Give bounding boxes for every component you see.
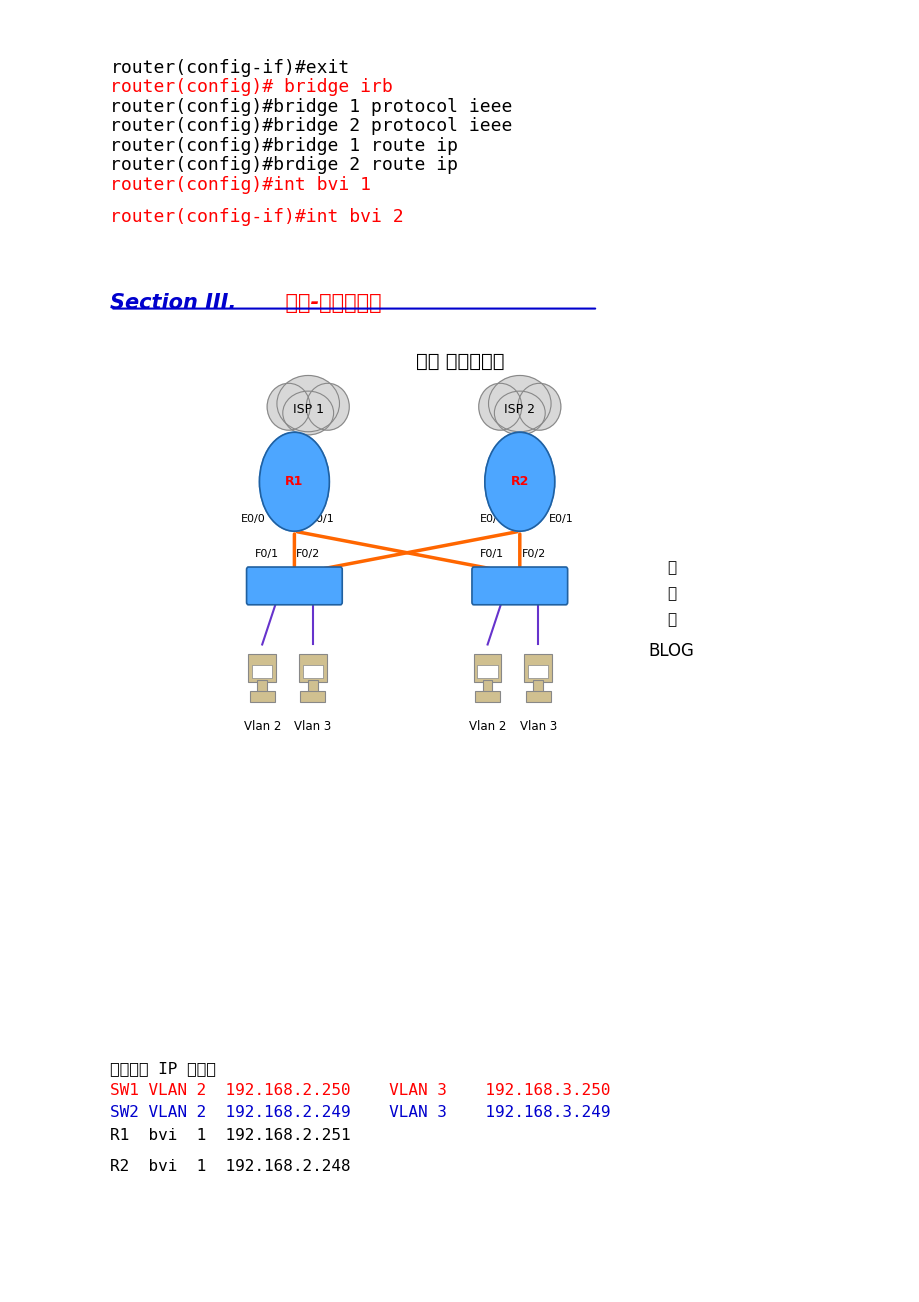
- FancyBboxPatch shape: [471, 566, 567, 604]
- Ellipse shape: [488, 375, 550, 432]
- Text: router(config)#bridge 1 protocol ieee: router(config)#bridge 1 protocol ieee: [110, 98, 512, 116]
- FancyBboxPatch shape: [528, 665, 548, 678]
- Text: R1: R1: [285, 475, 303, 488]
- FancyBboxPatch shape: [257, 680, 267, 693]
- Text: E0/1: E0/1: [549, 514, 573, 525]
- Ellipse shape: [478, 383, 521, 430]
- Text: Vlan 3: Vlan 3: [519, 720, 556, 733]
- Ellipse shape: [494, 391, 545, 435]
- FancyBboxPatch shape: [525, 691, 550, 702]
- FancyBboxPatch shape: [248, 654, 276, 682]
- Text: BLOG: BLOG: [648, 642, 694, 660]
- Text: 夏: 夏: [666, 560, 675, 575]
- Text: router(config)#bridge 2 protocol ieee: router(config)#bridge 2 protocol ieee: [110, 117, 512, 135]
- Text: E0/0: E0/0: [241, 514, 265, 525]
- FancyBboxPatch shape: [300, 691, 325, 702]
- Text: 实验 子接口桥接: 实验 子接口桥接: [415, 352, 504, 371]
- FancyBboxPatch shape: [302, 665, 323, 678]
- Text: ISP 1: ISP 1: [292, 404, 323, 417]
- Text: router(config)#bridge 1 route ip: router(config)#bridge 1 route ip: [110, 137, 458, 155]
- Text: router(config)#brdige 2 route ip: router(config)#brdige 2 route ip: [110, 156, 458, 174]
- Ellipse shape: [277, 375, 339, 432]
- FancyBboxPatch shape: [524, 654, 551, 682]
- Text: Vlan 3: Vlan 3: [294, 720, 331, 733]
- Text: router(config-if)#int bvi 2: router(config-if)#int bvi 2: [110, 208, 403, 227]
- Text: E0/0: E0/0: [480, 514, 504, 525]
- Text: router(config)#int bvi 1: router(config)#int bvi 1: [110, 176, 371, 194]
- Text: Section III.: Section III.: [110, 293, 236, 312]
- FancyBboxPatch shape: [473, 654, 501, 682]
- Text: Vlan 2: Vlan 2: [244, 720, 280, 733]
- Text: SW2 VLAN 2  192.168.2.249    VLAN 3    192.168.3.249: SW2 VLAN 2 192.168.2.249 VLAN 3 192.168.…: [110, 1105, 610, 1121]
- Text: F0/2: F0/2: [296, 549, 320, 560]
- Ellipse shape: [517, 383, 561, 430]
- FancyBboxPatch shape: [246, 566, 342, 604]
- Text: router(config)# bridge irb: router(config)# bridge irb: [110, 78, 392, 96]
- Text: F0/1: F0/1: [255, 549, 278, 560]
- Text: 月: 月: [666, 586, 675, 602]
- FancyBboxPatch shape: [482, 680, 492, 693]
- Text: R2: R2: [510, 475, 528, 488]
- Text: SW1 VLAN 2  192.168.2.250    VLAN 3    192.168.3.250: SW1 VLAN 2 192.168.2.250 VLAN 3 192.168.…: [110, 1083, 610, 1099]
- FancyBboxPatch shape: [533, 680, 542, 693]
- Ellipse shape: [306, 383, 349, 430]
- Text: 实验-子接口桥接: 实验-子接口桥接: [271, 293, 381, 312]
- Text: R1  bvi  1  192.168.2.251: R1 bvi 1 192.168.2.251: [110, 1128, 351, 1143]
- Text: Vlan 2: Vlan 2: [469, 720, 505, 733]
- Text: ISP 2: ISP 2: [504, 404, 535, 417]
- FancyBboxPatch shape: [474, 691, 500, 702]
- Text: R2  bvi  1  192.168.2.248: R2 bvi 1 192.168.2.248: [110, 1159, 351, 1174]
- FancyBboxPatch shape: [477, 665, 497, 678]
- FancyBboxPatch shape: [249, 691, 275, 702]
- Text: E0/1: E0/1: [310, 514, 334, 525]
- FancyBboxPatch shape: [252, 665, 272, 678]
- FancyBboxPatch shape: [308, 680, 317, 693]
- Circle shape: [484, 432, 554, 531]
- Text: F0/2: F0/2: [521, 549, 545, 560]
- Text: 实验中的 IP 划分：: 实验中的 IP 划分：: [110, 1061, 216, 1077]
- Ellipse shape: [267, 383, 310, 430]
- FancyBboxPatch shape: [299, 654, 326, 682]
- Text: 仙: 仙: [666, 612, 675, 628]
- Circle shape: [259, 432, 329, 531]
- Text: F0/1: F0/1: [480, 549, 504, 560]
- Ellipse shape: [282, 391, 334, 435]
- Text: router(config-if)#exit: router(config-if)#exit: [110, 59, 349, 77]
